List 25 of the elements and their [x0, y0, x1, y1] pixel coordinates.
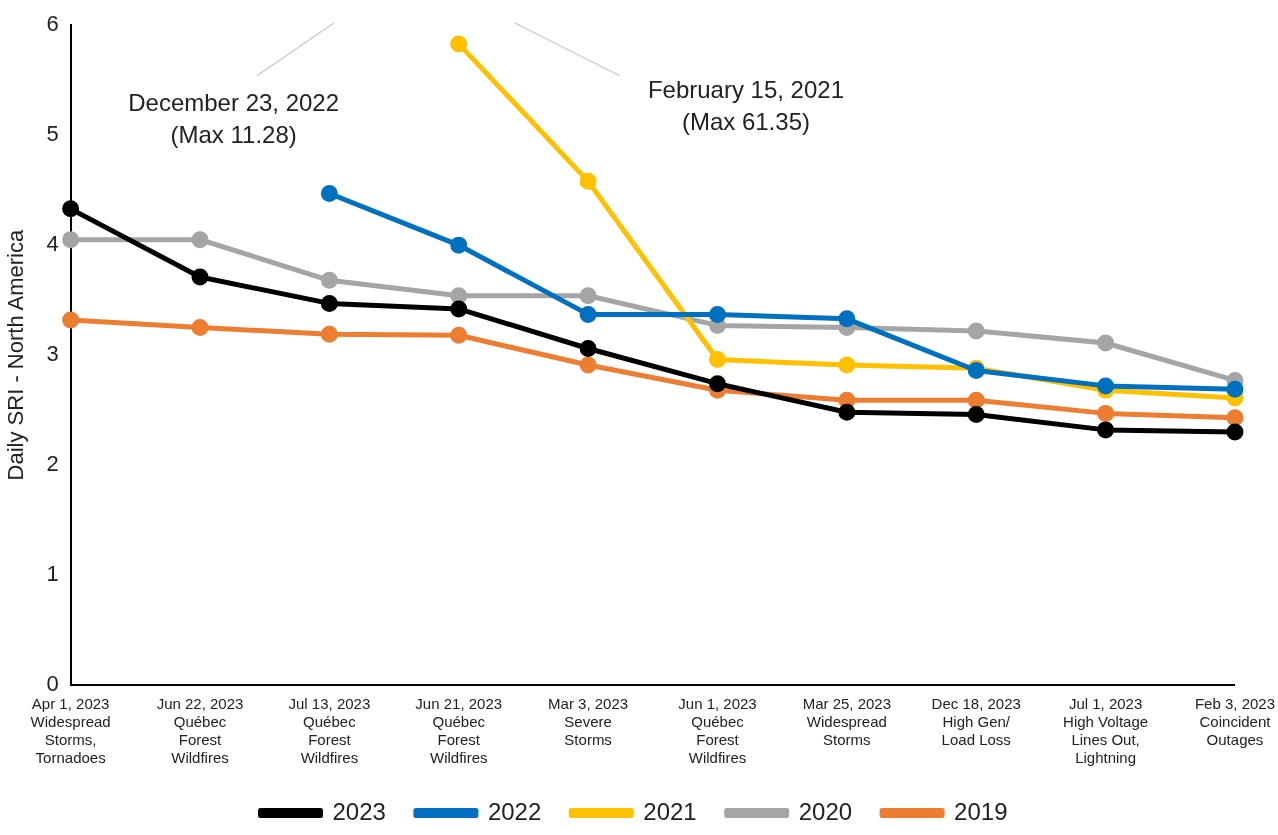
x-tick-label: Mar 3, 2023 Severe Storms	[548, 695, 629, 749]
y-tick-label: 3	[46, 341, 59, 367]
x-tick-label: Apr 1, 2023 Widespread Storms, Tornadoes	[30, 695, 111, 767]
annotation: December 23, 2022 (Max 11.28)	[128, 89, 340, 148]
x-tick-label: Jul 1, 2023 High Voltage Lines Out, Lightning	[1063, 695, 1149, 767]
x-tick-label: Jul 13, 2023 Québec Forest Wildfires	[288, 695, 371, 767]
x-tick-label: Jun 1, 2023 Québec Forest Wildfires	[678, 695, 757, 767]
legend-label: 2023	[332, 797, 386, 825]
y-tick-label: 2	[46, 451, 59, 477]
y-tick-label: 0	[46, 671, 59, 697]
y-tick-label: 6	[46, 11, 59, 37]
legend-label: 2020	[798, 797, 853, 825]
legend-label: 2022	[487, 797, 542, 825]
annotation: February 15, 2021 (Max 61.35)	[647, 75, 845, 135]
x-tick-label: Mar 25, 2023 Widespread Storms	[802, 695, 892, 749]
x-tick-label: Dec 18, 2023 High Gen/ Load Loss	[931, 695, 1021, 749]
x-tick-label: Feb 3, 2023 Coincident Outages	[1194, 695, 1275, 749]
y-tick-label: 5	[46, 121, 59, 147]
x-tick-label: Jun 21, 2023 Québec Forest Wildfires	[415, 695, 503, 767]
legend-label: 2021	[643, 797, 697, 825]
legend-label: 2019	[954, 797, 1008, 825]
y-axis-title: Daily SRI - North America	[3, 229, 29, 481]
y-tick-label: 4	[46, 231, 59, 257]
y-tick-label: 1	[46, 561, 59, 587]
x-tick-label: Jun 22, 2023 Québec Forest Wildfires	[156, 695, 244, 767]
